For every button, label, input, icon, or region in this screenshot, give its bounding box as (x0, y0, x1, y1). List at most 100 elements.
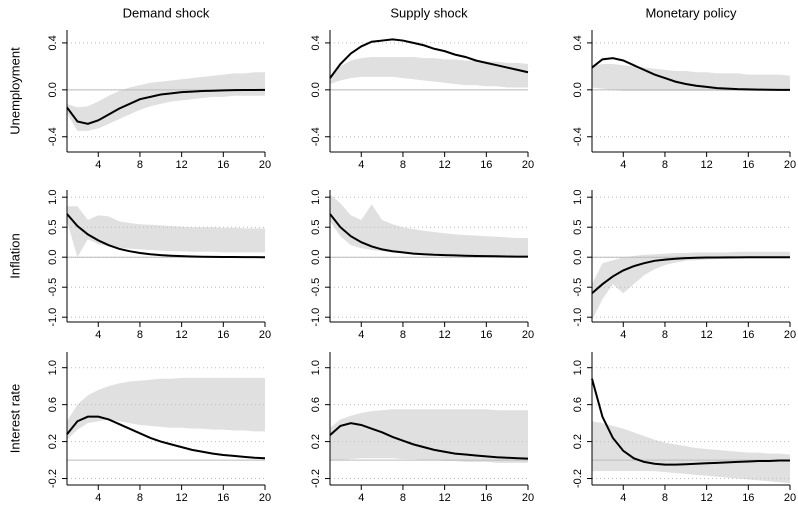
x-tick-label: 4 (620, 492, 626, 504)
y-tick-label: -0.4 (47, 127, 59, 146)
y-tick-label: 0.4 (310, 35, 322, 50)
y-tick-label: 0.2 (310, 434, 322, 449)
y-tick-label: 0.2 (572, 434, 584, 449)
x-tick-label: 20 (259, 492, 271, 504)
x-tick-label: 16 (217, 329, 229, 341)
x-tick-label: 20 (784, 329, 796, 341)
response-line (66, 415, 266, 460)
x-tick-label: 12 (176, 492, 188, 504)
x-tick-label: 16 (480, 159, 492, 171)
x-tick-label: 20 (784, 492, 796, 504)
panel-title: Demand shock (123, 5, 210, 20)
y-tick-label: -1.0 (310, 308, 322, 327)
y-tick-label: 1.0 (47, 190, 59, 205)
y-tick-label: 1.0 (572, 360, 584, 375)
confidence-band (330, 194, 528, 256)
x-tick-label: 4 (358, 329, 364, 341)
confidence-band (330, 409, 528, 463)
y-tick-label: 0.0 (572, 82, 584, 97)
y-tick-label: 0.6 (47, 397, 59, 412)
x-tick-label: 12 (701, 159, 713, 171)
x-tick-label: 16 (742, 492, 754, 504)
x-tick-label: 12 (439, 492, 451, 504)
y-tick-label: 0.2 (47, 434, 59, 449)
y-tick-label: 0.0 (310, 250, 322, 265)
x-tick-label: 12 (439, 159, 451, 171)
response-line (329, 38, 529, 79)
y-tick-label: -0.4 (310, 127, 322, 146)
y-tick-label: 0.5 (47, 220, 59, 235)
x-tick-label: 4 (95, 492, 101, 504)
x-tick-label: 12 (439, 329, 451, 341)
y-tick-label: -0.5 (572, 278, 584, 297)
y-tick-label: 0.4 (572, 35, 584, 50)
x-tick-label: 4 (358, 159, 364, 171)
x-tick-label: 20 (784, 159, 796, 171)
y-tick-label: 1.0 (310, 360, 322, 375)
x-tick-label: 16 (480, 492, 492, 504)
y-tick-label: 1.0 (310, 190, 322, 205)
x-tick-label: 12 (701, 329, 713, 341)
x-tick-label: 16 (217, 159, 229, 171)
x-tick-label: 12 (176, 159, 188, 171)
y-tick-label: -1.0 (47, 308, 59, 327)
response-line (66, 213, 266, 259)
x-tick-label: 20 (522, 329, 534, 341)
x-tick-label: 4 (95, 329, 101, 341)
row-label: Unemployment (7, 47, 22, 135)
response-line (329, 422, 529, 460)
y-tick-label: 0.4 (47, 35, 59, 50)
y-tick-label: -0.2 (310, 469, 322, 488)
y-tick-label: 1.0 (47, 360, 59, 375)
panel-title: Supply shock (390, 5, 468, 20)
row-label: Inflation (7, 233, 22, 279)
response-line (591, 256, 790, 294)
x-tick-label: 8 (400, 159, 406, 171)
x-tick-label: 20 (259, 159, 271, 171)
confidence-band (67, 377, 265, 440)
row-label: Interest rate (7, 384, 22, 453)
x-tick-label: 20 (522, 492, 534, 504)
y-tick-label: -1.0 (572, 308, 584, 327)
y-tick-label: -0.4 (572, 127, 584, 146)
x-tick-label: 20 (522, 159, 534, 171)
y-tick-label: -0.5 (310, 278, 322, 297)
y-tick-label: 0.6 (310, 397, 322, 412)
x-tick-label: 12 (176, 329, 188, 341)
x-tick-label: 8 (400, 329, 406, 341)
y-tick-label: 0.0 (47, 250, 59, 265)
response-line (66, 88, 266, 125)
confidence-band (67, 206, 265, 258)
y-tick-label: 0.5 (572, 220, 584, 235)
x-tick-label: 8 (662, 159, 668, 171)
x-tick-label: 4 (620, 329, 626, 341)
y-tick-label: 0.0 (572, 250, 584, 265)
y-tick-label: 0.0 (310, 82, 322, 97)
response-line (591, 378, 790, 466)
confidence-band (67, 72, 265, 131)
y-tick-label: 1.0 (572, 190, 584, 205)
x-tick-label: 16 (217, 492, 229, 504)
x-tick-label: 8 (137, 329, 143, 341)
x-tick-label: 8 (662, 492, 668, 504)
x-tick-label: 4 (620, 159, 626, 171)
y-tick-label: -0.2 (47, 469, 59, 488)
x-tick-label: 8 (137, 492, 143, 504)
x-tick-label: 16 (742, 159, 754, 171)
response-line (591, 57, 790, 91)
x-tick-label: 4 (358, 492, 364, 504)
confidence-band (592, 251, 790, 321)
x-tick-label: 4 (95, 159, 101, 171)
x-tick-label: 16 (742, 329, 754, 341)
x-tick-label: 8 (662, 329, 668, 341)
confidence-band (592, 421, 790, 484)
y-tick-label: -0.2 (572, 469, 584, 488)
confidence-band (330, 56, 528, 88)
y-tick-label: -0.5 (47, 278, 59, 297)
panel-title: Monetary policy (645, 5, 737, 20)
y-tick-label: 0.0 (47, 82, 59, 97)
x-tick-label: 20 (259, 329, 271, 341)
x-tick-label: 12 (701, 492, 713, 504)
confidence-band (592, 64, 790, 91)
